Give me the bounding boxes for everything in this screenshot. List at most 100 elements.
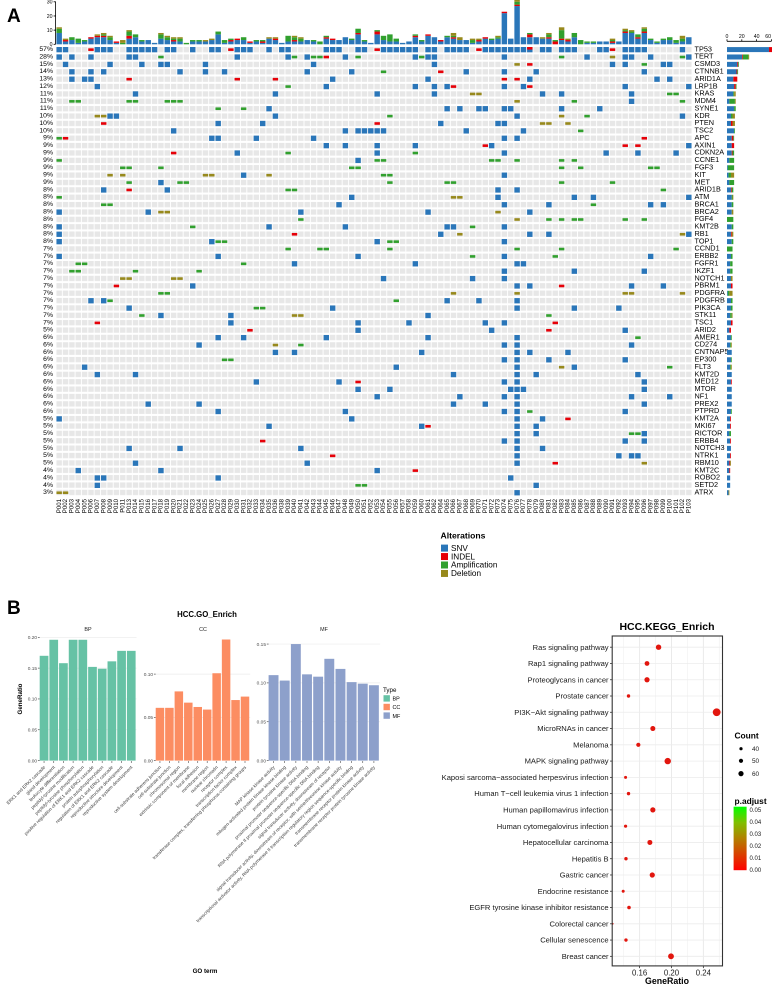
svg-text:A: A [7,6,21,27]
svg-text:P083: P083 [558,498,565,513]
svg-text:ERBB2: ERBB2 [695,251,719,260]
svg-text:P025: P025 [202,498,209,513]
svg-text:Endocrine resistance: Endocrine resistance [538,887,609,896]
svg-text:9%: 9% [43,142,53,149]
svg-text:CC: CC [199,627,207,633]
svg-text:0.05: 0.05 [257,719,267,725]
svg-text:Cellular senescence: Cellular senescence [540,936,608,945]
svg-text:6%: 6% [43,408,53,415]
svg-text:p.adjust: p.adjust [735,796,767,806]
svg-text:9%: 9% [43,135,53,142]
svg-text:0.10: 0.10 [257,681,267,687]
svg-text:Rap1 signaling pathway: Rap1 signaling pathway [528,659,609,668]
svg-text:Hepatocellular carcinoma: Hepatocellular carcinoma [523,838,609,847]
svg-text:P056: P056 [393,498,400,513]
svg-text:0.20: 0.20 [28,635,38,641]
svg-text:NOTCH3: NOTCH3 [695,443,725,452]
svg-text:0.00: 0.00 [28,758,38,764]
svg-text:P079: P079 [533,498,540,513]
svg-text:Ras signaling pathway: Ras signaling pathway [533,643,609,652]
svg-text:5%: 5% [43,445,53,452]
svg-text:6%: 6% [43,356,53,363]
svg-text:11%: 11% [40,90,53,97]
svg-text:TOP1: TOP1 [695,236,714,245]
svg-text:P067: P067 [457,498,464,513]
svg-text:NF1: NF1 [695,391,709,400]
svg-text:AMER1: AMER1 [695,332,720,341]
svg-text:P028: P028 [221,498,228,513]
svg-text:0: 0 [726,34,729,40]
svg-text:Deletion: Deletion [451,569,481,578]
svg-text:Breast cancer: Breast cancer [562,952,609,961]
svg-text:SETD2: SETD2 [695,480,719,489]
svg-text:P024: P024 [196,498,203,513]
svg-text:Type: Type [383,687,397,694]
svg-text:P049: P049 [348,498,355,513]
svg-text:P103: P103 [686,498,693,513]
svg-text:P023: P023 [189,498,196,513]
svg-text:TERT: TERT [695,52,714,61]
svg-text:TSC2: TSC2 [695,126,714,135]
svg-text:0.00: 0.00 [750,868,762,874]
svg-text:MKI67: MKI67 [695,421,716,430]
svg-text:9%: 9% [43,164,53,171]
svg-text:30: 30 [47,0,53,6]
svg-text:P065: P065 [444,498,451,513]
svg-text:8%: 8% [43,194,53,201]
svg-text:KIT: KIT [695,170,707,179]
svg-text:CTNNB1: CTNNB1 [695,67,724,76]
svg-text:8%: 8% [43,186,53,193]
svg-text:P098: P098 [654,498,661,513]
svg-text:CC: CC [393,705,401,711]
svg-text:MicroRNAs in cancer: MicroRNAs in cancer [537,724,609,733]
svg-text:P093: P093 [622,498,629,513]
svg-text:CDKN2A: CDKN2A [695,148,725,157]
svg-text:Prostate cancer: Prostate cancer [555,692,609,701]
svg-text:P085: P085 [571,498,578,513]
svg-text:P009: P009 [107,498,114,513]
svg-text:P088: P088 [590,498,597,513]
svg-text:P096: P096 [641,498,648,513]
svg-text:0.03: 0.03 [750,832,762,838]
svg-text:PIK3CA: PIK3CA [695,303,721,312]
svg-text:P039: P039 [285,498,292,513]
svg-text:P052: P052 [368,498,375,513]
svg-text:P066: P066 [450,498,457,513]
svg-text:5%: 5% [43,430,53,437]
svg-text:14%: 14% [39,68,53,75]
svg-text:20: 20 [47,14,53,20]
svg-text:0.10: 0.10 [144,672,154,678]
svg-text:3%: 3% [43,489,53,496]
svg-text:9%: 9% [43,157,53,164]
svg-text:P043: P043 [310,498,317,513]
svg-text:P050: P050 [355,498,362,513]
svg-text:9%: 9% [43,179,53,186]
svg-text:BP: BP [393,697,401,703]
svg-text:0: 0 [50,42,53,48]
svg-text:BRCA1: BRCA1 [695,199,719,208]
svg-text:60: 60 [752,771,760,778]
svg-text:GO term: GO term [193,968,218,975]
svg-text:7%: 7% [43,290,53,297]
svg-text:7%: 7% [43,319,53,326]
svg-text:P077: P077 [520,498,527,513]
svg-text:GeneRatio: GeneRatio [645,976,690,986]
svg-text:60: 60 [765,34,771,40]
svg-text:P042: P042 [304,498,311,513]
svg-text:B: B [7,598,21,619]
svg-text:LRP1B: LRP1B [695,81,718,90]
svg-text:PDGFRA: PDGFRA [695,288,726,297]
svg-text:7%: 7% [43,268,53,275]
svg-text:0.00: 0.00 [144,758,154,764]
svg-text:KMT2B: KMT2B [695,222,719,231]
svg-text:Melanoma: Melanoma [573,740,609,749]
svg-text:0.04: 0.04 [750,820,762,826]
svg-text:KDR: KDR [695,111,710,120]
svg-text:P100: P100 [666,498,673,513]
svg-text:STK11: STK11 [695,310,717,319]
svg-text:4%: 4% [43,467,53,474]
svg-text:ATRX: ATRX [695,487,714,496]
svg-text:P001: P001 [56,498,63,513]
svg-text:P090: P090 [603,498,610,513]
svg-text:10%: 10% [39,120,53,127]
